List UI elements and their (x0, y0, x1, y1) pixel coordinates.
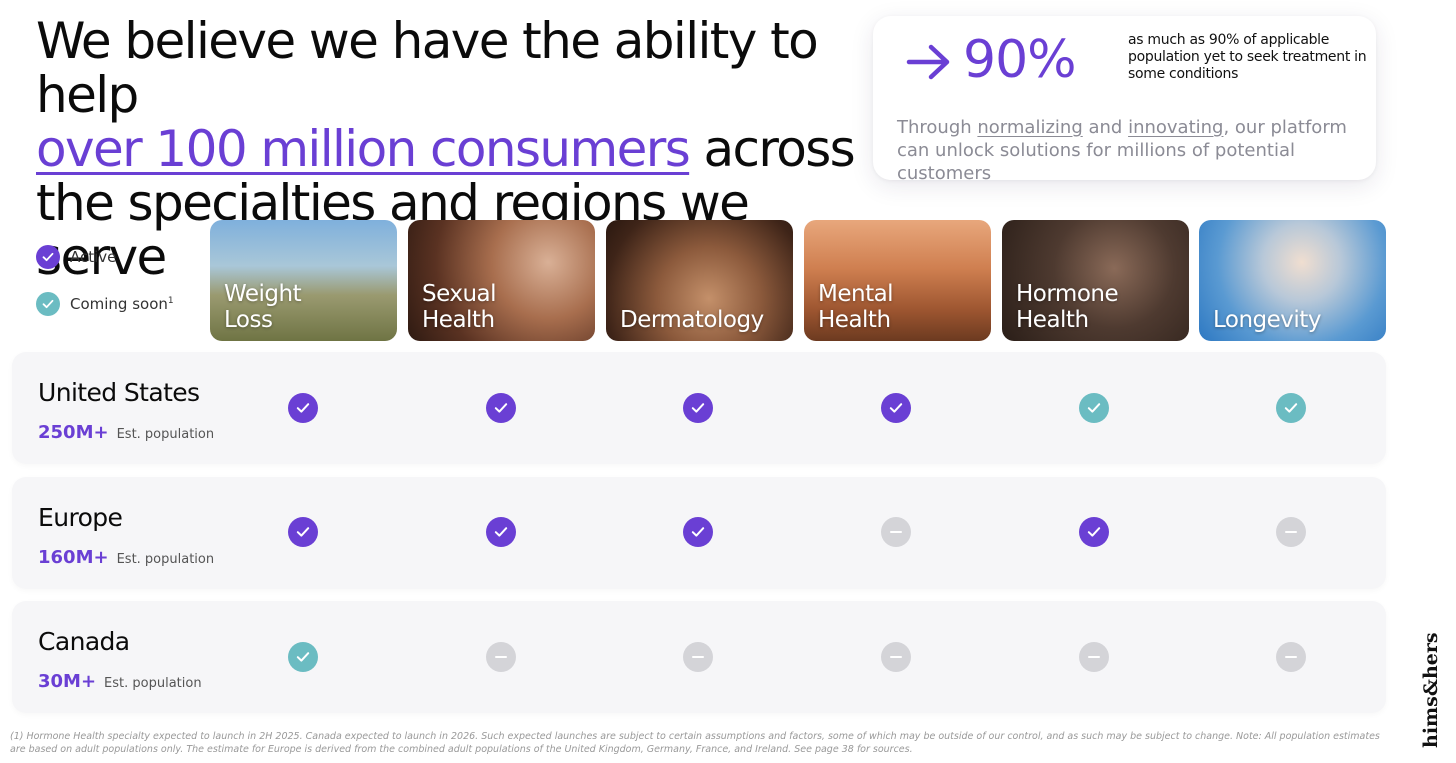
coming-soon-check-icon (288, 642, 318, 672)
unavailable-icon (1079, 642, 1109, 672)
population-label: Est. population (116, 427, 215, 442)
headline-highlight: over 100 million consumers (36, 120, 691, 178)
stat-body-underline-1: normalizing (977, 117, 1083, 138)
specialty-tile-mental-health: Mental Health (804, 220, 991, 341)
headline: We believe we have the ability to help o… (36, 14, 866, 284)
legend-coming-soon-text: Coming soon (70, 295, 168, 313)
coming-soon-check-icon (1276, 393, 1306, 423)
active-check-icon (881, 393, 911, 423)
specialty-label-line: Dermatology (620, 307, 764, 333)
headline-after-highlight: across (689, 120, 855, 178)
unavailable-icon (486, 642, 516, 672)
specialty-label: Weight Loss (224, 281, 302, 333)
specialty-tile-hormone-health: Hormone Health (1002, 220, 1189, 341)
legend-coming-soon-label: Coming soon1 (70, 295, 174, 313)
population-value: 160M+ (38, 547, 109, 568)
region-name: United States (38, 378, 200, 407)
stat-description: as much as 90% of applicable population … (1128, 32, 1367, 82)
specialty-label: Hormone Health (1016, 281, 1119, 333)
specialty-tile-weight-loss: Weight Loss (210, 220, 397, 341)
specialty-label-line: Longevity (1213, 307, 1321, 333)
region-name: Europe (38, 503, 123, 532)
specialty-tile-longevity: Longevity (1199, 220, 1386, 341)
specialty-label: Mental Health (818, 281, 894, 333)
region-population: 250M+ Est. population (38, 422, 214, 443)
unavailable-icon (881, 642, 911, 672)
stat-body: Through normalizing and innovating, our … (897, 116, 1367, 185)
stat-body-text: and (1082, 117, 1129, 138)
stat-body-text: , our platform can unlock solutions for … (897, 117, 1347, 184)
arrow-right-icon (906, 44, 950, 80)
legend-active-label: Active (70, 248, 117, 266)
active-check-icon (288, 393, 318, 423)
specialty-label-line: Health (422, 307, 495, 333)
active-check-icon (288, 517, 318, 547)
legend-active: Active (36, 245, 116, 269)
stat-body-text: Through (897, 117, 978, 138)
headline-line-2: over 100 million consumers across (36, 122, 866, 176)
legend-coming-soon: Coming soon1 (36, 292, 174, 316)
unavailable-icon (683, 642, 713, 672)
svg-text:hims&hers: hims&hers (1420, 632, 1442, 748)
population-value: 30M+ (38, 671, 97, 692)
stat-value: 90% (963, 30, 1077, 90)
population-label: Est. population (104, 676, 202, 691)
check-icon (36, 292, 60, 316)
region-population: 30M+ Est. population (38, 671, 202, 692)
stat-body-underline-2: innovating (1128, 117, 1224, 138)
specialty-label-line: Weight (224, 281, 302, 307)
unavailable-icon (1276, 642, 1306, 672)
footnote: (1) Hormone Health specialty expected to… (10, 731, 1380, 755)
active-check-icon (1079, 517, 1109, 547)
footnote-marker: 1 (167, 296, 174, 306)
headline-line-1: We believe we have the ability to help (36, 12, 819, 124)
population-value: 250M+ (38, 422, 109, 443)
region-population: 160M+ Est. population (38, 547, 214, 568)
specialty-label: Dermatology (620, 307, 764, 333)
check-icon (36, 245, 60, 269)
active-check-icon (486, 517, 516, 547)
specialty-label-line: Mental (818, 281, 894, 307)
unavailable-icon (881, 517, 911, 547)
active-check-icon (683, 393, 713, 423)
stat-card: 90% as much as 90% of applicable populat… (873, 16, 1376, 184)
active-check-icon (683, 517, 713, 547)
coming-soon-check-icon (1079, 393, 1109, 423)
specialty-label-line: Loss (224, 307, 273, 333)
specialty-label: Longevity (1213, 307, 1321, 333)
specialty-label-line: Health (1016, 307, 1089, 333)
unavailable-icon (1276, 517, 1306, 547)
specialty-label-line: Sexual (422, 281, 497, 307)
specialty-label: Sexual Health (422, 281, 497, 333)
region-name: Canada (38, 627, 130, 656)
specialty-label-line: Hormone (1016, 281, 1119, 307)
specialty-label-line: Health (818, 307, 891, 333)
hims-hers-logo: hims&hers (1420, 632, 1442, 748)
specialty-tile-dermatology: Dermatology (606, 220, 793, 341)
population-label: Est. population (116, 552, 215, 567)
active-check-icon (486, 393, 516, 423)
specialty-tile-sexual-health: Sexual Health (408, 220, 595, 341)
